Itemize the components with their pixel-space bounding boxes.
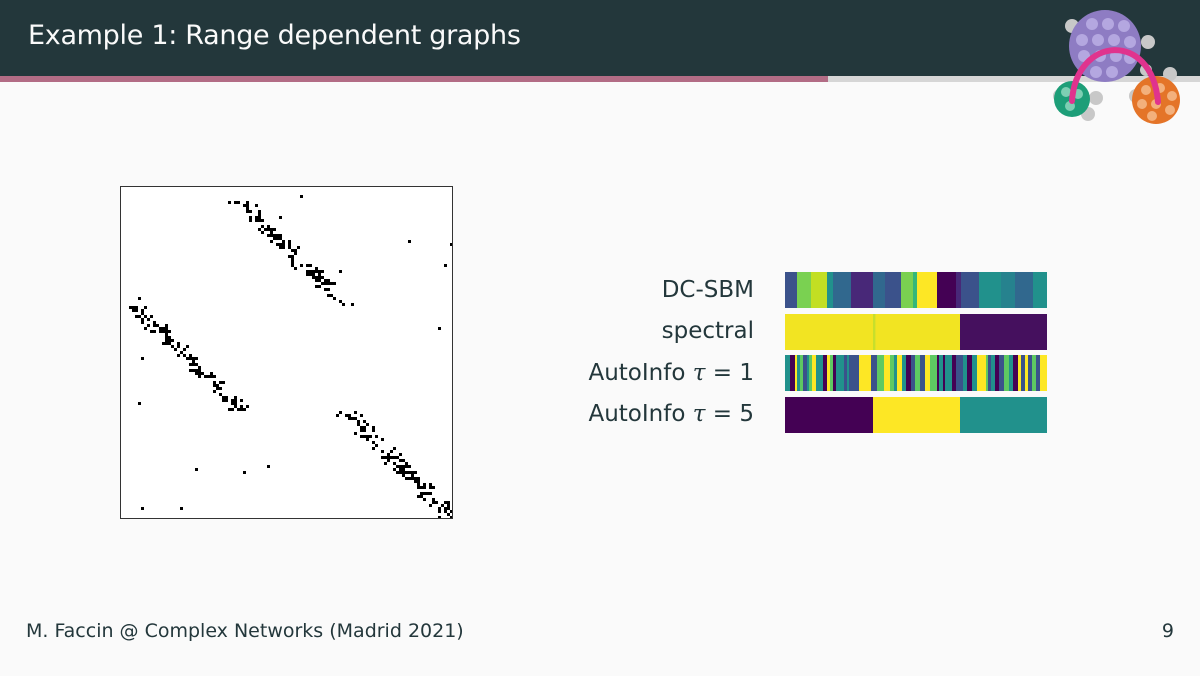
partition-strip-autoinfo-1 bbox=[785, 355, 1047, 391]
tau-value: 5 bbox=[739, 401, 754, 427]
slide-title: Example 1: Range dependent graphs bbox=[28, 20, 521, 51]
partition-strip-spectral bbox=[785, 314, 1047, 350]
tau-value: 1 bbox=[739, 360, 754, 386]
progress-bar-fill bbox=[0, 76, 828, 82]
partition-label-spectral: spectral bbox=[494, 313, 754, 349]
tau-symbol: τ bbox=[692, 401, 706, 427]
page-number: 9 bbox=[1161, 620, 1174, 642]
progress-bar bbox=[0, 76, 1200, 82]
network-logo-icon bbox=[1053, 10, 1180, 124]
partition-label-text: spectral bbox=[661, 318, 754, 344]
partition-label-text: AutoInfo bbox=[588, 401, 686, 427]
slide-header: Example 1: Range dependent graphs bbox=[0, 0, 1200, 76]
partition-label-dcsbm: DC-SBM bbox=[494, 272, 754, 308]
footer-text: M. Faccin @ Complex Networks (Madrid 202… bbox=[26, 620, 464, 642]
equals-sign: = bbox=[712, 360, 733, 386]
tau-symbol: τ bbox=[692, 360, 706, 386]
adjacency-matrix bbox=[120, 186, 453, 519]
partition-strip-autoinfo-5 bbox=[785, 397, 1047, 433]
partition-label-text: AutoInfo bbox=[588, 360, 686, 386]
partition-label-autoinfo-5: AutoInfo τ = 5 bbox=[494, 396, 754, 432]
partition-label-text: DC-SBM bbox=[661, 277, 754, 303]
partition-label-autoinfo-1: AutoInfo τ = 1 bbox=[494, 355, 754, 391]
equals-sign: = bbox=[712, 401, 733, 427]
partition-strip-dcsbm bbox=[785, 272, 1047, 308]
